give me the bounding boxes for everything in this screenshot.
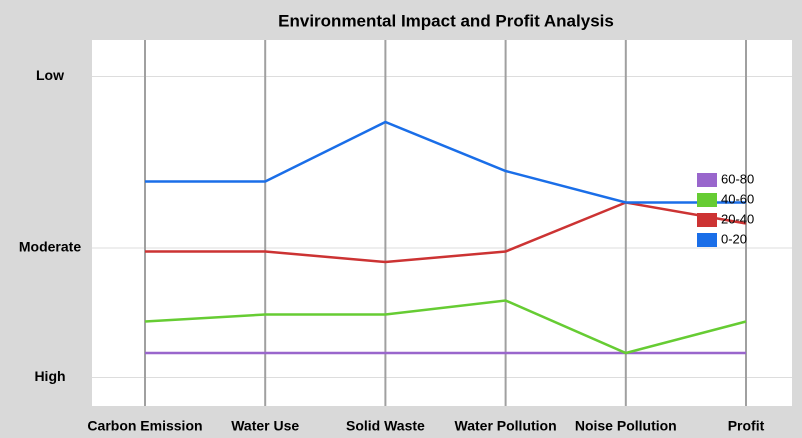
series-line bbox=[145, 120, 746, 204]
legend-swatch bbox=[697, 173, 717, 187]
y-tick-label: High bbox=[34, 368, 65, 384]
legend-label: 60-80 bbox=[721, 171, 754, 186]
series-line bbox=[145, 201, 747, 264]
x-tick-label: Solid Waste bbox=[346, 418, 425, 434]
legend-label: 20-40 bbox=[721, 211, 754, 226]
plot-area bbox=[92, 40, 792, 406]
legend-swatch bbox=[697, 213, 717, 227]
x-tick-label: Profit bbox=[728, 418, 765, 434]
x-tick-label: Water Pollution bbox=[455, 418, 557, 434]
legend-swatch bbox=[697, 233, 717, 247]
x-tick-label: Water Use bbox=[231, 418, 299, 434]
y-tick-label: Low bbox=[36, 67, 64, 83]
legend-swatch bbox=[697, 193, 717, 207]
x-tick-label: Noise Pollution bbox=[575, 418, 677, 434]
y-tick-label: Moderate bbox=[19, 239, 81, 255]
chart-title: Environmental Impact and Profit Analysis bbox=[278, 11, 614, 30]
series-line bbox=[144, 299, 747, 355]
legend-label: 0-20 bbox=[721, 231, 747, 246]
x-tick-label: Carbon Emission bbox=[87, 418, 202, 434]
legend-label: 40-60 bbox=[721, 191, 754, 206]
